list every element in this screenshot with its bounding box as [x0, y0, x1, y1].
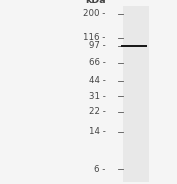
- Bar: [123, 6, 149, 182]
- Text: 14 -: 14 -: [89, 127, 106, 136]
- Text: 22 -: 22 -: [89, 107, 106, 116]
- Text: 31 -: 31 -: [89, 92, 106, 101]
- Bar: [121, 45, 147, 47]
- Text: 66 -: 66 -: [89, 58, 106, 67]
- Text: 6 -: 6 -: [95, 165, 106, 174]
- Text: 200 -: 200 -: [84, 9, 106, 18]
- Text: kDa: kDa: [85, 0, 106, 5]
- Text: 44 -: 44 -: [89, 76, 106, 85]
- Text: 116 -: 116 -: [84, 33, 106, 42]
- Text: 97 -: 97 -: [89, 41, 106, 50]
